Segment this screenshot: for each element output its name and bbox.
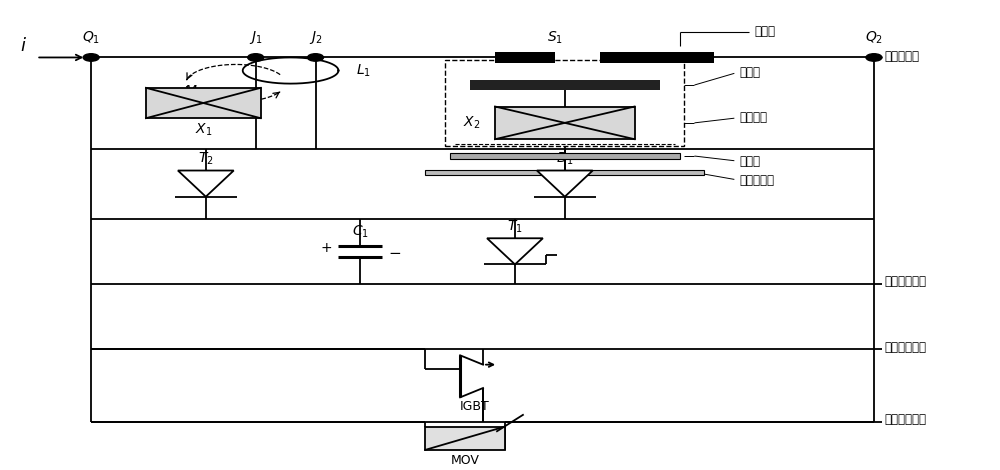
Circle shape xyxy=(308,54,323,61)
Text: 支撑架: 支撑架 xyxy=(739,155,760,168)
Text: 分闸线圈: 分闸线圈 xyxy=(739,111,767,124)
Text: $X_1$: $X_1$ xyxy=(195,122,212,138)
Text: 电流转移支路: 电流转移支路 xyxy=(884,341,926,353)
Circle shape xyxy=(248,54,264,61)
Text: $L_1$: $L_1$ xyxy=(356,63,371,79)
Text: 动触头: 动触头 xyxy=(739,66,760,79)
Bar xyxy=(450,153,680,159)
Text: $T_1$: $T_1$ xyxy=(507,219,523,235)
Text: MOV: MOV xyxy=(451,454,480,467)
Text: $Q_2$: $Q_2$ xyxy=(865,30,883,46)
Bar xyxy=(470,80,660,90)
Text: $M$: $M$ xyxy=(184,84,198,98)
Text: 限压耗能支路: 限压耗能支路 xyxy=(884,413,926,426)
Text: $J_2$: $J_2$ xyxy=(309,29,322,47)
Text: 感应换流支路: 感应换流支路 xyxy=(884,275,926,288)
Text: $i$: $i$ xyxy=(20,37,27,55)
Polygon shape xyxy=(537,171,593,196)
Circle shape xyxy=(83,54,99,61)
Circle shape xyxy=(866,54,882,61)
Text: $J_1$: $J_1$ xyxy=(249,29,262,47)
Text: +: + xyxy=(321,241,332,255)
Bar xyxy=(600,52,714,63)
Polygon shape xyxy=(178,171,234,196)
Bar xyxy=(146,88,261,118)
Text: $T_2$: $T_2$ xyxy=(198,151,214,167)
Bar xyxy=(495,107,635,139)
Text: −: − xyxy=(388,246,401,261)
Text: 分闸斥力盘: 分闸斥力盘 xyxy=(739,174,774,188)
Text: $X_2$: $X_2$ xyxy=(463,115,480,131)
Text: $C_1$: $C_1$ xyxy=(352,224,369,240)
Bar xyxy=(445,60,684,146)
Bar xyxy=(425,427,505,450)
Text: $S_1$: $S_1$ xyxy=(547,30,563,46)
Polygon shape xyxy=(487,238,543,265)
Text: $Q_1$: $Q_1$ xyxy=(82,30,100,46)
Text: 主开关支路: 主开关支路 xyxy=(884,50,919,63)
Text: IGBT: IGBT xyxy=(460,400,490,413)
Bar xyxy=(425,170,704,175)
Bar xyxy=(495,52,555,63)
Text: 静触头: 静触头 xyxy=(754,25,775,38)
Text: $D_1$: $D_1$ xyxy=(556,151,574,167)
